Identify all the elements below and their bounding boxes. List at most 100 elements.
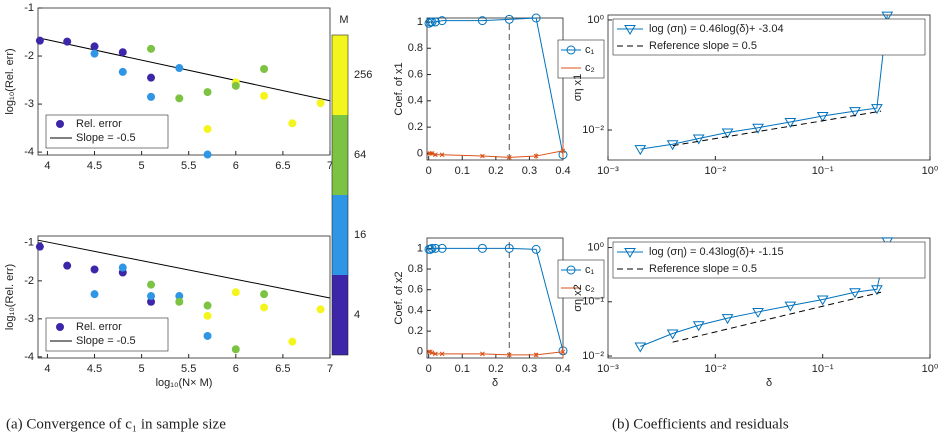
x-tick-label: 10⁻¹ bbox=[812, 363, 834, 375]
marker bbox=[425, 244, 435, 254]
x-tick-label: 5.5 bbox=[181, 363, 196, 375]
marker bbox=[504, 14, 514, 24]
point bbox=[231, 345, 240, 354]
point bbox=[316, 305, 325, 314]
marker bbox=[427, 243, 437, 253]
legend-label: Slope = -0.5 bbox=[76, 132, 136, 144]
marker bbox=[504, 243, 514, 253]
x-tick-label: 10⁻³ bbox=[597, 363, 619, 375]
marker bbox=[752, 307, 764, 318]
x-tick-label: 0.3 bbox=[522, 165, 537, 177]
marker bbox=[784, 301, 797, 312]
point bbox=[203, 311, 212, 320]
fit-line bbox=[37, 239, 331, 299]
point bbox=[147, 292, 156, 301]
x-axis-label: log₁₀(N× M) bbox=[156, 377, 213, 389]
marker bbox=[477, 16, 487, 26]
x-tick-label: 10⁻² bbox=[704, 165, 726, 177]
marker bbox=[871, 285, 883, 296]
plot-area bbox=[426, 17, 564, 161]
legend-label: Reference slope = 0.5 bbox=[649, 40, 757, 52]
x-axis-label: δ bbox=[766, 377, 772, 389]
x-tick-label: 7 bbox=[327, 160, 333, 172]
legend-label: Reference slope = 0.5 bbox=[649, 263, 757, 275]
marker bbox=[531, 244, 541, 254]
x-tick-label: 0.1 bbox=[455, 165, 470, 177]
y-tick-label: -3 bbox=[24, 98, 34, 110]
marker bbox=[721, 128, 734, 139]
legend-marker bbox=[624, 248, 636, 258]
marker bbox=[871, 104, 883, 115]
marker bbox=[506, 352, 512, 358]
legend bbox=[557, 39, 605, 79]
legend-marker bbox=[624, 25, 636, 35]
legend-label: Rel. error bbox=[76, 118, 122, 130]
y-axis-label: Coef. of x2 bbox=[393, 271, 405, 324]
marker bbox=[428, 151, 433, 156]
point bbox=[231, 81, 240, 90]
y-tick-label: 0.8 bbox=[408, 263, 423, 275]
x-tick-label: 4 bbox=[44, 363, 50, 375]
x-tick-label: 10⁻³ bbox=[597, 165, 619, 177]
point bbox=[175, 94, 184, 103]
y-tick-label: -3 bbox=[24, 313, 34, 325]
x-tick-label: 0 bbox=[426, 165, 432, 177]
y-tick-label: 0 bbox=[417, 147, 423, 159]
y-tick-label: -2 bbox=[24, 275, 34, 287]
x-tick-label: 4.5 bbox=[87, 363, 102, 375]
point bbox=[203, 331, 212, 340]
point bbox=[288, 337, 297, 346]
y-tick-label: 0 bbox=[417, 346, 423, 358]
y-tick-label: 0.6 bbox=[408, 284, 423, 296]
legend bbox=[612, 241, 926, 279]
point bbox=[203, 88, 212, 97]
point bbox=[203, 301, 212, 310]
y-tick-label: 0.4 bbox=[408, 95, 423, 107]
marker bbox=[480, 351, 485, 357]
y-tick-label: -4 bbox=[24, 351, 34, 363]
x-tick-label: 0.1 bbox=[455, 363, 470, 375]
y-tick-label: 0.8 bbox=[408, 42, 423, 54]
y-tick-label: -2 bbox=[24, 50, 34, 62]
point bbox=[260, 290, 269, 299]
caption: (b) Coefficients and residuals bbox=[612, 416, 789, 432]
plot-area bbox=[426, 237, 564, 359]
point bbox=[63, 37, 72, 46]
x-tick-label: 6 bbox=[233, 160, 239, 172]
y-tick-label: 10⁻² bbox=[582, 350, 604, 362]
y-axis-label: ση x2 bbox=[572, 284, 584, 312]
colorbar-label: 16 bbox=[354, 229, 366, 241]
y-axis-label: log₁₀(Rel. err) bbox=[4, 264, 16, 330]
point bbox=[118, 48, 127, 57]
x-tick-label: 0.2 bbox=[488, 165, 503, 177]
x-tick-label: 5 bbox=[139, 363, 145, 375]
color-band bbox=[332, 275, 348, 355]
point bbox=[90, 265, 99, 274]
point bbox=[231, 288, 240, 297]
x-tick-label: 6.5 bbox=[275, 363, 290, 375]
legend-marker bbox=[566, 45, 576, 55]
point bbox=[260, 65, 269, 74]
marker bbox=[480, 153, 485, 159]
colorbar-label: 4 bbox=[354, 309, 360, 321]
point bbox=[147, 280, 156, 289]
marker bbox=[692, 134, 705, 145]
x-tick-label: 5 bbox=[139, 160, 145, 172]
marker bbox=[477, 243, 487, 253]
marker bbox=[506, 155, 512, 160]
legend-label: c₁ bbox=[585, 264, 595, 276]
point bbox=[260, 303, 269, 312]
x-tick-label: 0.2 bbox=[488, 363, 503, 375]
y-tick-label: 1 bbox=[417, 16, 423, 28]
point bbox=[316, 99, 325, 108]
point bbox=[175, 292, 184, 301]
colorbar-frame bbox=[331, 34, 349, 356]
marker bbox=[721, 314, 734, 325]
marker bbox=[881, 11, 894, 22]
point bbox=[147, 92, 156, 101]
legend-label: log (ση) = 0.43log(δ)+ -1.15 bbox=[649, 246, 784, 258]
x-axis-label: δ bbox=[492, 377, 498, 389]
point bbox=[90, 42, 99, 51]
legend-label: log (ση) = 0.46log(δ)+ -3.04 bbox=[649, 23, 784, 35]
